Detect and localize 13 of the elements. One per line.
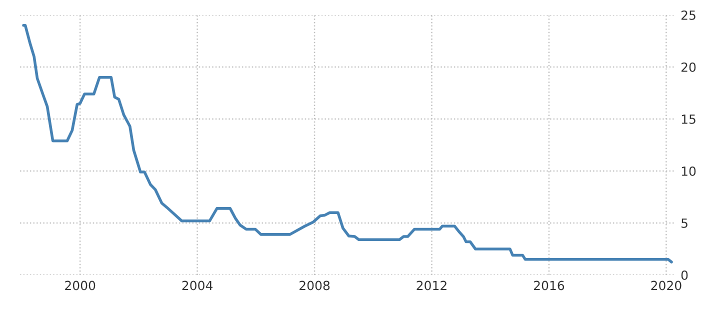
x-tick-label: 2020 xyxy=(651,280,682,290)
x-tick-label: 2012 xyxy=(416,280,446,290)
y-tick-label: 25 xyxy=(681,10,696,20)
x-tick-label: 2008 xyxy=(300,280,330,290)
x-tick-label: 2016 xyxy=(534,280,564,290)
y-tick-label: 15 xyxy=(682,114,696,124)
y-tick-label: 5 xyxy=(682,218,688,228)
y-tick-label: 0 xyxy=(681,270,688,280)
x-tick-label: 2000 xyxy=(65,280,96,290)
line-series xyxy=(22,24,673,264)
y-tick-label: 20 xyxy=(681,62,696,72)
x-tick-label: 2004 xyxy=(182,280,213,290)
y-tick-label: 10 xyxy=(682,166,696,176)
